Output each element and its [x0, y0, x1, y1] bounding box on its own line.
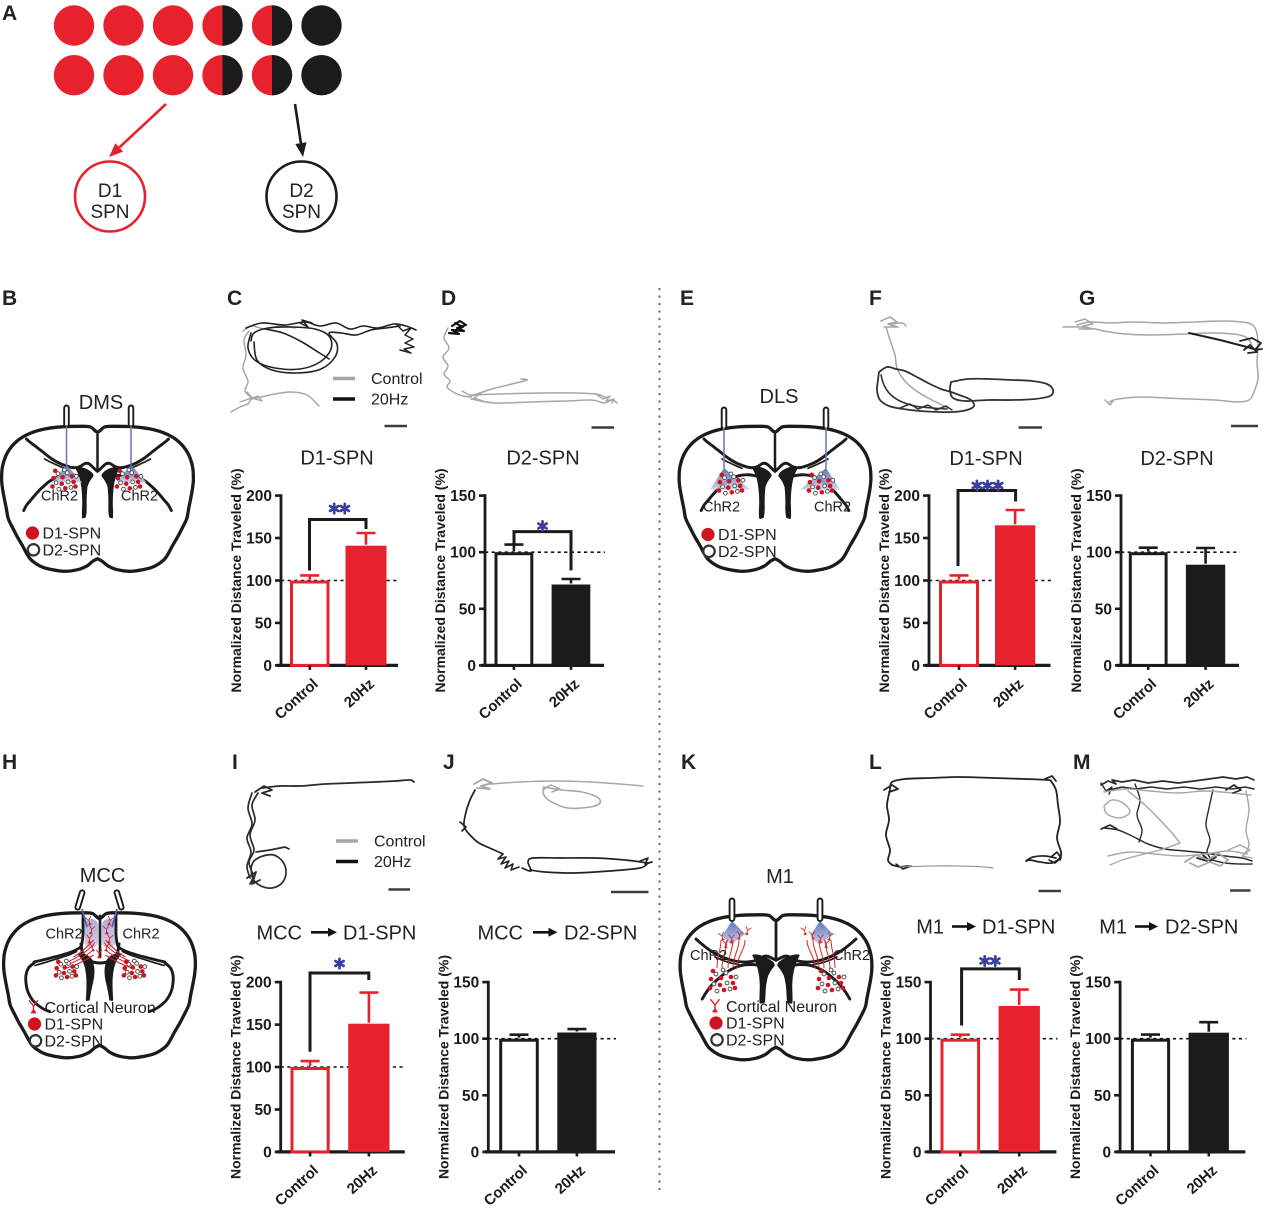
svg-text:Cortical Neuron: Cortical Neuron	[45, 1000, 156, 1017]
svg-text:M1: M1	[766, 866, 794, 888]
svg-text:0: 0	[913, 1144, 922, 1161]
svg-text:DLS: DLS	[760, 386, 799, 408]
svg-text:MCC: MCC	[477, 922, 523, 944]
svg-text:100: 100	[246, 573, 272, 590]
svg-text:0: 0	[1102, 1144, 1111, 1161]
svg-text:100: 100	[453, 1031, 479, 1048]
svg-text:D2-SPN: D2-SPN	[1165, 917, 1238, 939]
svg-text:D1-SPN: D1-SPN	[343, 922, 416, 944]
svg-text:150: 150	[1086, 488, 1112, 505]
svg-text:150: 150	[894, 531, 920, 548]
svg-text:DMS: DMS	[79, 392, 123, 414]
svg-text:50: 50	[254, 1102, 271, 1119]
svg-text:ChR2: ChR2	[833, 948, 870, 964]
svg-text:I: I	[232, 751, 238, 774]
svg-text:SPN: SPN	[282, 202, 321, 223]
svg-text:M: M	[1073, 751, 1091, 774]
svg-text:Control: Control	[371, 371, 423, 388]
svg-text:ChR2: ChR2	[46, 927, 83, 943]
svg-text:ChR2: ChR2	[814, 500, 851, 516]
svg-text:MCC: MCC	[256, 922, 302, 944]
svg-text:ChR2: ChR2	[123, 927, 160, 943]
svg-text:D2: D2	[289, 181, 313, 202]
svg-text:20Hz: 20Hz	[371, 392, 408, 409]
svg-text:M1: M1	[916, 917, 944, 939]
svg-text:200: 200	[894, 488, 920, 505]
svg-text:Normalized Distance Traveled (: Normalized Distance Traveled (%)	[228, 955, 244, 1179]
svg-text:50: 50	[1095, 601, 1112, 618]
svg-text:L: L	[869, 751, 882, 774]
svg-text:Normalized Distance Traveled (: Normalized Distance Traveled (%)	[228, 468, 244, 692]
svg-text:K: K	[681, 751, 696, 774]
svg-text:SPN: SPN	[90, 202, 129, 223]
svg-text:J: J	[443, 751, 455, 774]
svg-text:D1-SPN: D1-SPN	[43, 526, 102, 543]
svg-text:0: 0	[467, 658, 476, 675]
svg-text:MCC: MCC	[80, 865, 126, 887]
svg-text:150: 150	[1085, 975, 1111, 992]
svg-text:D1-SPN: D1-SPN	[300, 448, 373, 470]
svg-text:B: B	[2, 287, 17, 310]
svg-text:0: 0	[471, 1144, 480, 1161]
svg-text:50: 50	[462, 1088, 479, 1105]
svg-text:D1-SPN: D1-SPN	[718, 527, 777, 544]
svg-text:200: 200	[246, 488, 272, 505]
svg-text:150: 150	[453, 975, 479, 992]
svg-text:D2-SPN: D2-SPN	[1140, 448, 1213, 470]
svg-text:ChR2: ChR2	[121, 489, 158, 505]
svg-text:Normalized Distance Traveled (: Normalized Distance Traveled (%)	[1067, 955, 1083, 1179]
svg-text:M1: M1	[1099, 917, 1127, 939]
svg-text:D: D	[441, 287, 456, 310]
svg-text:G: G	[1079, 287, 1095, 310]
svg-text:150: 150	[896, 975, 922, 992]
svg-text:D1-SPN: D1-SPN	[949, 448, 1022, 470]
svg-text:F: F	[869, 287, 882, 310]
svg-text:20Hz: 20Hz	[374, 854, 411, 871]
svg-text:Normalized Distance Traveled (: Normalized Distance Traveled (%)	[435, 955, 451, 1179]
svg-text:200: 200	[246, 975, 272, 992]
svg-text:C: C	[227, 287, 242, 310]
svg-text:100: 100	[246, 1060, 272, 1077]
svg-text:50: 50	[904, 1088, 921, 1105]
svg-text:150: 150	[246, 1017, 272, 1034]
svg-text:D2-SPN: D2-SPN	[726, 1032, 785, 1049]
svg-text:D1-SPN: D1-SPN	[982, 917, 1055, 939]
svg-text:0: 0	[263, 1144, 272, 1161]
svg-text:100: 100	[894, 573, 920, 590]
svg-text:100: 100	[450, 545, 476, 562]
svg-text:0: 0	[1103, 658, 1112, 675]
svg-text:D2-SPN: D2-SPN	[718, 544, 777, 561]
svg-text:Normalized Distance Traveled (: Normalized Distance Traveled (%)	[432, 468, 448, 692]
svg-text:150: 150	[450, 488, 476, 505]
svg-text:50: 50	[1094, 1088, 1111, 1105]
svg-text:D2-SPN: D2-SPN	[564, 922, 637, 944]
svg-text:ChR2: ChR2	[690, 948, 727, 964]
svg-text:50: 50	[903, 615, 920, 632]
svg-text:Normalized Distance Traveled (: Normalized Distance Traveled (%)	[878, 955, 894, 1179]
svg-text:100: 100	[896, 1031, 922, 1048]
svg-text:100: 100	[1085, 1031, 1111, 1048]
svg-text:Cortical Neuron: Cortical Neuron	[726, 999, 837, 1016]
svg-text:150: 150	[246, 531, 272, 548]
svg-text:0: 0	[911, 658, 920, 675]
svg-text:D1-SPN: D1-SPN	[45, 1017, 104, 1034]
svg-text:D2-SPN: D2-SPN	[43, 542, 102, 559]
svg-text:0: 0	[263, 658, 272, 675]
svg-text:Normalized Distance Traveled (: Normalized Distance Traveled (%)	[1068, 468, 1084, 692]
svg-text:D1-SPN: D1-SPN	[726, 1016, 785, 1033]
svg-text:ChR2: ChR2	[703, 500, 740, 516]
svg-text:50: 50	[459, 601, 476, 618]
svg-text:100: 100	[1086, 545, 1112, 562]
svg-text:A: A	[2, 2, 17, 25]
svg-text:D1: D1	[98, 181, 122, 202]
svg-text:50: 50	[255, 615, 272, 632]
svg-text:Normalized Distance Traveled (: Normalized Distance Traveled (%)	[876, 468, 892, 692]
svg-text:Control: Control	[374, 834, 426, 851]
svg-text:D2-SPN: D2-SPN	[506, 448, 579, 470]
svg-text:D2-SPN: D2-SPN	[45, 1033, 104, 1050]
svg-text:ChR2: ChR2	[41, 489, 78, 505]
svg-text:E: E	[680, 287, 694, 310]
svg-text:H: H	[2, 751, 17, 774]
